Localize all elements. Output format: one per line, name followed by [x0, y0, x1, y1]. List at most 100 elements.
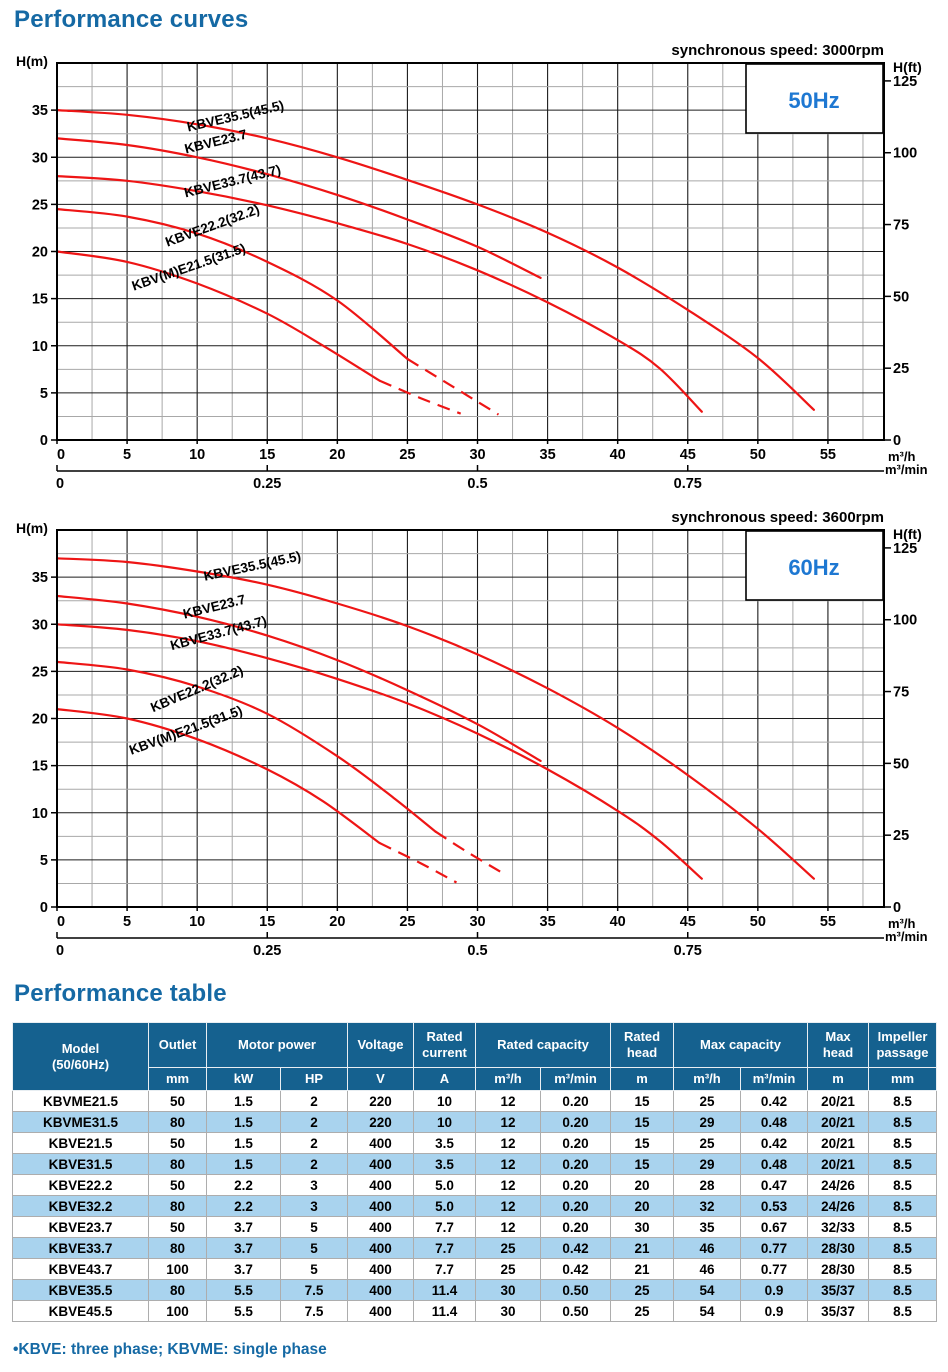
col-group-header: Voltage: [347, 1022, 414, 1068]
value-cell: 10: [413, 1090, 476, 1112]
value-cell: 35/37: [807, 1279, 870, 1301]
table-row: KBVME31.5 80 1.5 2 220 10 12 0.20 15 29 0.48 20/21 8…: [12, 1111, 938, 1133]
value-cell: 20/21: [807, 1132, 870, 1154]
value-cell: 5.0: [413, 1195, 476, 1217]
col-unit-header: V: [347, 1067, 414, 1091]
value-cell: 21: [610, 1258, 675, 1280]
value-cell: 2: [280, 1132, 348, 1154]
value-cell: 29: [673, 1153, 742, 1175]
y-tick-label-ft: 125: [893, 541, 917, 557]
model-cell: KBVE31.5: [12, 1153, 149, 1175]
col-unit-header: m: [610, 1067, 675, 1091]
value-cell: 54: [673, 1279, 742, 1301]
performance-curve: [55, 557, 815, 880]
x-unit-m3h: m³/h: [888, 916, 916, 931]
x-tick-label-m3h: 50: [750, 914, 766, 930]
y-tick-label-m: 15: [32, 759, 48, 775]
frequency-legend-box: [745, 530, 884, 601]
performance-curve: [55, 208, 409, 360]
x-tick-label-m3h: 15: [259, 447, 275, 463]
y-axis-right-caption: H(ft): [893, 59, 922, 75]
value-cell: 25: [475, 1258, 541, 1280]
value-cell: 8.5: [868, 1195, 938, 1217]
value-cell: 50: [148, 1174, 207, 1196]
value-cell: 54: [673, 1300, 742, 1322]
value-cell: 8.5: [868, 1279, 938, 1301]
y-tick-label-m: 5: [40, 386, 48, 402]
value-cell: 3: [280, 1174, 348, 1196]
x-unit-m3h: m³/h: [888, 449, 916, 464]
value-cell: 12: [475, 1174, 541, 1196]
value-cell: 28/30: [807, 1258, 870, 1280]
table-row: KBVE35.5 80 5.5 7.5 400 11.4 30 0.50 25 54 0.9 35/3…: [12, 1279, 938, 1301]
value-cell: 0.9: [740, 1300, 809, 1322]
value-cell: 400: [347, 1195, 414, 1217]
performance-curve: [55, 109, 815, 411]
value-cell: 20/21: [807, 1153, 870, 1175]
table-row: KBVE22.2 50 2.2 3 400 5.0 12 0.20 20 28 0.47 24/26 8…: [12, 1174, 938, 1196]
value-cell: 12: [475, 1111, 541, 1133]
col-unit-header: m³/h: [475, 1067, 541, 1091]
value-cell: 400: [347, 1132, 414, 1154]
x-tick-label-m3min: 0.25: [253, 943, 281, 959]
performance-curve-dashed: [406, 357, 500, 416]
col-group-header: Max capacity: [673, 1022, 809, 1068]
value-cell: 5.0: [413, 1174, 476, 1196]
table-row: KBVE33.7 80 3.7 5 400 7.7 25 0.42 21 46 0.77 28/30 8…: [12, 1237, 938, 1259]
y-tick-label-m: 15: [32, 292, 48, 308]
value-cell: 15: [610, 1132, 675, 1154]
value-cell: 28/30: [807, 1237, 870, 1259]
value-cell: 0.50: [539, 1279, 612, 1301]
model-cell: KBVME31.5: [12, 1111, 149, 1133]
frequency-label: 50Hz: [788, 88, 839, 113]
value-cell: 50: [148, 1216, 207, 1238]
value-cell: 12: [475, 1216, 541, 1238]
model-cell: KBVE45.5: [12, 1300, 149, 1322]
y-tick-label-m: 0: [40, 433, 48, 449]
y-tick-label-ft: 100: [893, 613, 917, 629]
col-unit-header: mm: [148, 1067, 207, 1091]
frequency-label: 60Hz: [788, 555, 839, 580]
table-row: KBVE32.2 80 2.2 3 400 5.0 12 0.20 20 32 0.53 24/26 8…: [12, 1195, 938, 1217]
x-tick-label-m3h: 5: [123, 914, 131, 930]
y-tick-label-m: 10: [32, 339, 48, 355]
value-cell: 0.20: [539, 1174, 612, 1196]
value-cell: 3.5: [413, 1153, 476, 1175]
y-tick-label-ft: 0: [893, 433, 901, 449]
table-row: KBVE43.7 100 3.7 5 400 7.7 25 0.42 21 46 0.77 28/30…: [12, 1258, 938, 1280]
chart-60hz: 60Hz synchronous speed: 3600rpm H(m) H(ft) 0…: [16, 509, 928, 959]
value-cell: 8.5: [868, 1090, 938, 1112]
value-cell: 50: [148, 1132, 207, 1154]
value-cell: 400: [347, 1279, 414, 1301]
y-tick-label-m: 0: [40, 900, 48, 916]
value-cell: 0.47: [740, 1174, 809, 1196]
value-cell: 25: [610, 1300, 675, 1322]
value-cell: 8.5: [868, 1216, 938, 1238]
x-tick-label-m3h: 30: [469, 914, 485, 930]
col-unit-header: m: [807, 1067, 870, 1091]
y-axis-left-caption: H(m): [16, 53, 48, 69]
value-cell: 46: [673, 1237, 742, 1259]
value-cell: 0.20: [539, 1153, 612, 1175]
value-cell: 2: [280, 1111, 348, 1133]
value-cell: 8.5: [868, 1174, 938, 1196]
model-cell: KBVE22.2: [12, 1174, 149, 1196]
value-cell: 32/33: [807, 1216, 870, 1238]
performance-curve: [55, 660, 437, 833]
model-cell: KBVE33.7: [12, 1237, 149, 1259]
value-cell: 0.77: [740, 1237, 809, 1259]
value-cell: 0.42: [740, 1090, 809, 1112]
value-cell: 25: [673, 1132, 742, 1154]
value-cell: 80: [148, 1237, 207, 1259]
value-cell: 400: [347, 1237, 414, 1259]
model-cell: KBVE23.7: [12, 1216, 149, 1238]
value-cell: 5: [280, 1216, 348, 1238]
y-axis-left-caption: H(m): [16, 520, 48, 536]
col-group-header: Model (50/60Hz): [12, 1022, 149, 1091]
y-tick-label-m: 25: [32, 197, 48, 213]
value-cell: 5: [280, 1258, 348, 1280]
x-unit-m3min: m³/min: [885, 929, 928, 944]
value-cell: 29: [673, 1111, 742, 1133]
value-cell: 8.5: [868, 1153, 938, 1175]
